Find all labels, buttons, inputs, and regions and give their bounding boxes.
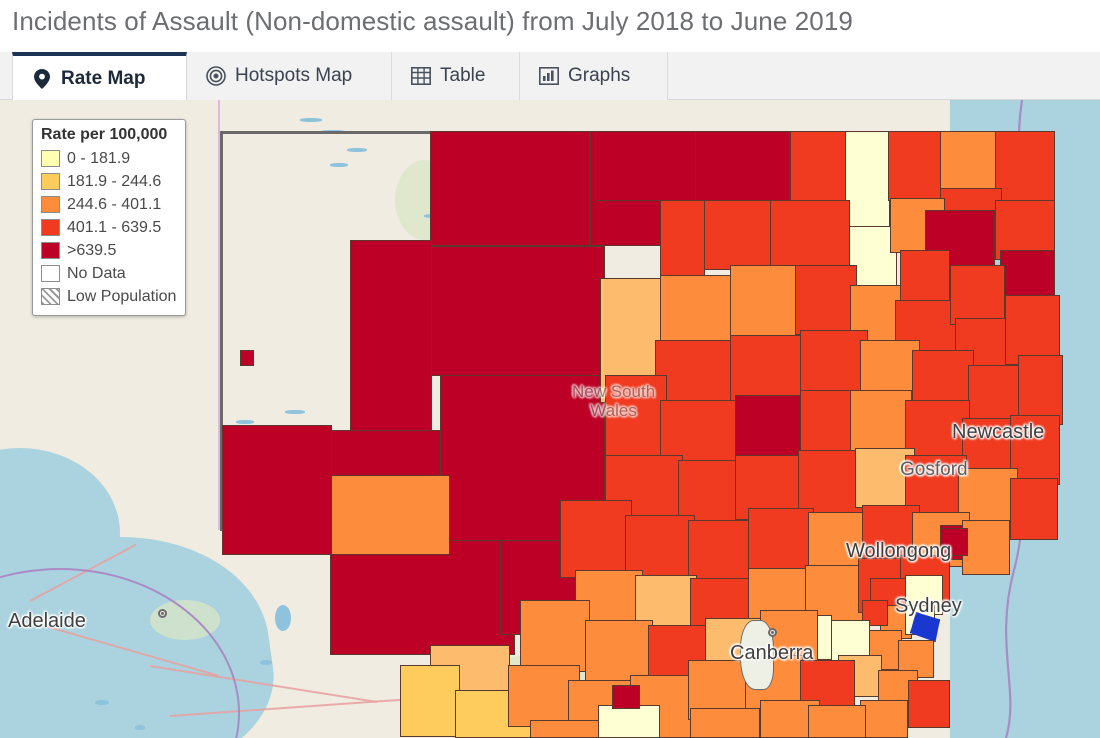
target-icon bbox=[205, 65, 227, 87]
legend-swatch bbox=[41, 219, 60, 236]
region[interactable] bbox=[1018, 355, 1063, 425]
region[interactable] bbox=[660, 275, 735, 345]
region[interactable] bbox=[330, 540, 515, 655]
region[interactable] bbox=[900, 250, 950, 305]
city-marker bbox=[768, 628, 777, 637]
region[interactable] bbox=[962, 520, 1010, 575]
legend-label: No Data bbox=[67, 264, 126, 282]
legend-title: Rate per 100,000 bbox=[41, 126, 168, 143]
region[interactable] bbox=[888, 131, 943, 201]
region[interactable] bbox=[560, 500, 632, 578]
region[interactable] bbox=[995, 131, 1055, 206]
region[interactable] bbox=[695, 131, 790, 206]
region[interactable] bbox=[330, 475, 450, 555]
state-boundary-west bbox=[220, 131, 223, 531]
region[interactable] bbox=[730, 265, 800, 340]
legend-row: 244.6 - 401.1 bbox=[41, 193, 176, 216]
region[interactable] bbox=[770, 200, 850, 270]
region[interactable] bbox=[800, 330, 868, 395]
region[interactable] bbox=[795, 265, 857, 335]
tab-table[interactable]: Table bbox=[392, 52, 520, 100]
legend-row: 401.1 - 639.5 bbox=[41, 216, 176, 239]
legend-label: 244.6 - 401.1 bbox=[67, 195, 162, 213]
legend-swatch-lowpop bbox=[41, 288, 60, 305]
region[interactable] bbox=[222, 425, 332, 555]
region[interactable] bbox=[520, 600, 590, 672]
tab-label: Rate Map bbox=[61, 67, 146, 89]
region[interactable] bbox=[940, 528, 968, 556]
region[interactable] bbox=[350, 240, 432, 440]
region[interactable] bbox=[430, 131, 590, 246]
legend-swatch bbox=[41, 242, 60, 259]
region[interactable] bbox=[240, 350, 254, 366]
region[interactable] bbox=[400, 665, 460, 737]
legend-row: >639.5 bbox=[41, 239, 176, 262]
water-feature bbox=[260, 660, 272, 665]
region[interactable] bbox=[430, 246, 605, 376]
region[interactable] bbox=[598, 705, 660, 738]
tab-graphs[interactable]: Graphs bbox=[520, 52, 668, 100]
legend-label: Low Population bbox=[67, 287, 177, 305]
region[interactable] bbox=[940, 131, 1000, 191]
legend-label: 401.1 - 639.5 bbox=[67, 218, 162, 236]
legend-row: 181.9 - 244.6 bbox=[41, 170, 176, 193]
tab-rate-map[interactable]: Rate Map bbox=[12, 52, 187, 101]
region[interactable] bbox=[688, 520, 756, 588]
region[interactable] bbox=[850, 390, 912, 455]
legend-row: Low Population bbox=[41, 285, 176, 308]
legend-swatch bbox=[41, 196, 60, 213]
grid-icon bbox=[410, 65, 432, 87]
legend-swatch bbox=[41, 265, 60, 282]
bar-chart-icon bbox=[538, 65, 560, 87]
region[interactable] bbox=[735, 395, 805, 465]
water-feature bbox=[236, 420, 254, 424]
legend-label: 0 - 181.9 bbox=[67, 149, 131, 167]
legend-label: 181.9 - 244.6 bbox=[67, 172, 162, 190]
state-border-line bbox=[218, 100, 220, 530]
region[interactable] bbox=[908, 680, 950, 728]
tab-label: Table bbox=[440, 65, 486, 86]
water-feature bbox=[330, 163, 348, 167]
region[interactable] bbox=[595, 131, 705, 201]
page-title: Incidents of Assault (Non-domestic assau… bbox=[12, 6, 853, 36]
region[interactable] bbox=[845, 131, 890, 231]
legend-swatch bbox=[41, 173, 60, 190]
region[interactable] bbox=[1000, 250, 1055, 300]
map-legend: Rate per 100,000 0 - 181.9 181.9 - 244.6… bbox=[32, 119, 187, 316]
legend-swatch bbox=[41, 150, 60, 167]
legend-row: 0 - 181.9 bbox=[41, 147, 176, 170]
region[interactable] bbox=[808, 705, 866, 738]
region[interactable] bbox=[860, 700, 908, 738]
tab-bar: Rate Map Hotspots Map Table bbox=[0, 52, 1100, 101]
tab-label: Graphs bbox=[568, 65, 631, 86]
legend-row: No Data bbox=[41, 262, 176, 285]
region[interactable] bbox=[730, 335, 805, 405]
region[interactable] bbox=[1010, 478, 1058, 540]
region[interactable] bbox=[690, 708, 760, 738]
region[interactable] bbox=[660, 200, 705, 280]
water-feature bbox=[285, 410, 305, 414]
water-feature bbox=[300, 118, 322, 122]
rate-map-canvas[interactable]: New South Wales Adelaide Newcastle Gosfo… bbox=[0, 100, 1100, 738]
water-feature bbox=[347, 148, 367, 152]
city-marker bbox=[158, 609, 167, 618]
legend-label: >639.5 bbox=[67, 241, 117, 259]
region[interactable] bbox=[950, 265, 1005, 325]
map-pin-icon bbox=[31, 68, 53, 90]
tab-hotspots-map[interactable]: Hotspots Map bbox=[187, 52, 392, 100]
region[interactable] bbox=[605, 375, 667, 465]
lake bbox=[275, 605, 291, 631]
region[interactable] bbox=[612, 685, 640, 709]
region[interactable] bbox=[530, 720, 600, 738]
tab-label: Hotspots Map bbox=[235, 65, 353, 86]
